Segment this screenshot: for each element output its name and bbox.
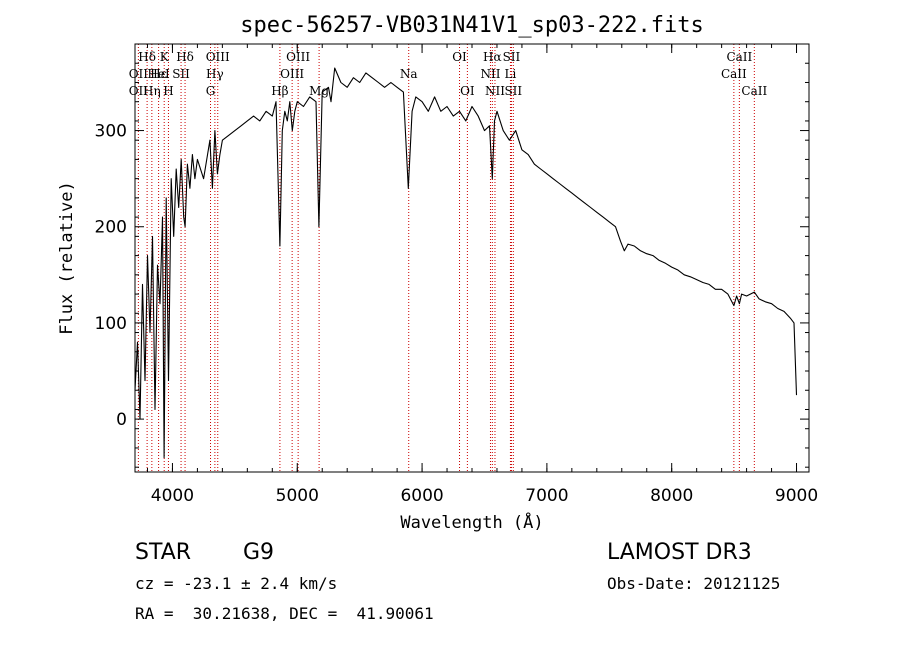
line-label-22: NII [480, 67, 500, 81]
x-tick-label-2: 6000 [400, 486, 443, 506]
line-label-19: OI [460, 84, 475, 98]
line-label-12: G [206, 84, 216, 98]
y-tick-label-3: 300 [95, 122, 127, 142]
coordinates: RA = 30.21638, DEC = 41.90061 [135, 604, 434, 623]
line-label-26: CaII [726, 50, 752, 64]
line-label-18: OI [452, 50, 467, 64]
line-label-7: H [163, 84, 173, 98]
line-markers [137, 44, 755, 472]
redshift-velocity: cz = -23.1 ± 2.4 km/s [135, 574, 338, 593]
x-axis-label: Wavelength (Å) [400, 511, 543, 533]
line-label-2: OII [129, 84, 149, 98]
x-tick-label-1: 5000 [276, 486, 319, 506]
line-label-14: OIII [280, 67, 304, 81]
line-label-13: OIII [286, 50, 310, 64]
line-label-20: Hα [483, 50, 502, 64]
line-label-9: SII [172, 67, 190, 81]
line-label-25: SII [504, 84, 522, 98]
line-label-8: Hδ [176, 50, 194, 64]
series-layer [134, 67, 798, 459]
line-label-5: Hη [143, 84, 161, 98]
y-tick-label-1: 100 [95, 314, 127, 334]
line-label-0: Hδ [138, 50, 156, 64]
obs-date: Obs-Date: 20121125 [607, 574, 781, 593]
line-label-16: Mg [309, 84, 329, 98]
line-label-17: Na [400, 67, 418, 81]
x-tick-label-4: 8000 [650, 486, 693, 506]
x-tick-label-3: 7000 [525, 486, 568, 506]
plot-frame [134, 43, 810, 473]
x-tick-label-0: 4000 [151, 486, 194, 506]
line-label-11: Hγ [206, 67, 224, 81]
line-label-3: K [160, 50, 170, 64]
object-class: STAR [135, 540, 192, 565]
line-label-4: Hε [150, 67, 167, 81]
line-label-27: CaII [721, 67, 747, 81]
object-subclass: G9 [243, 540, 275, 565]
line-label-10: OIII [206, 50, 230, 64]
line-label-23: Li [505, 67, 517, 81]
line-label-6: HeI [147, 67, 170, 81]
line-label-1: OII [129, 67, 149, 81]
chart-title: spec-56257-VB031N41V1_sp03-222.fits [240, 13, 704, 38]
spectrum-line-0 [134, 67, 798, 459]
line-label-21: SII [503, 50, 521, 64]
axis-ticks: 4000 5000 6000 7000 8000 9000 0 100 200 300 [95, 44, 818, 506]
line-label-15: Hβ [271, 84, 288, 98]
y-tick-label-2: 200 [95, 218, 127, 238]
x-tick-label-5: 9000 [775, 486, 818, 506]
line-labels: Hδ OII OII K Hε Hη HeI H Hδ SII OIII Hγ G OIII OIII Hβ M… [129, 50, 768, 98]
y-axis-label: Flux (relative) [57, 181, 77, 335]
y-tick-label-0: 0 [116, 410, 127, 430]
survey-name: LAMOST DR3 [607, 540, 752, 565]
line-label-28: CaII [741, 84, 767, 98]
line-label-24: NII [485, 84, 505, 98]
